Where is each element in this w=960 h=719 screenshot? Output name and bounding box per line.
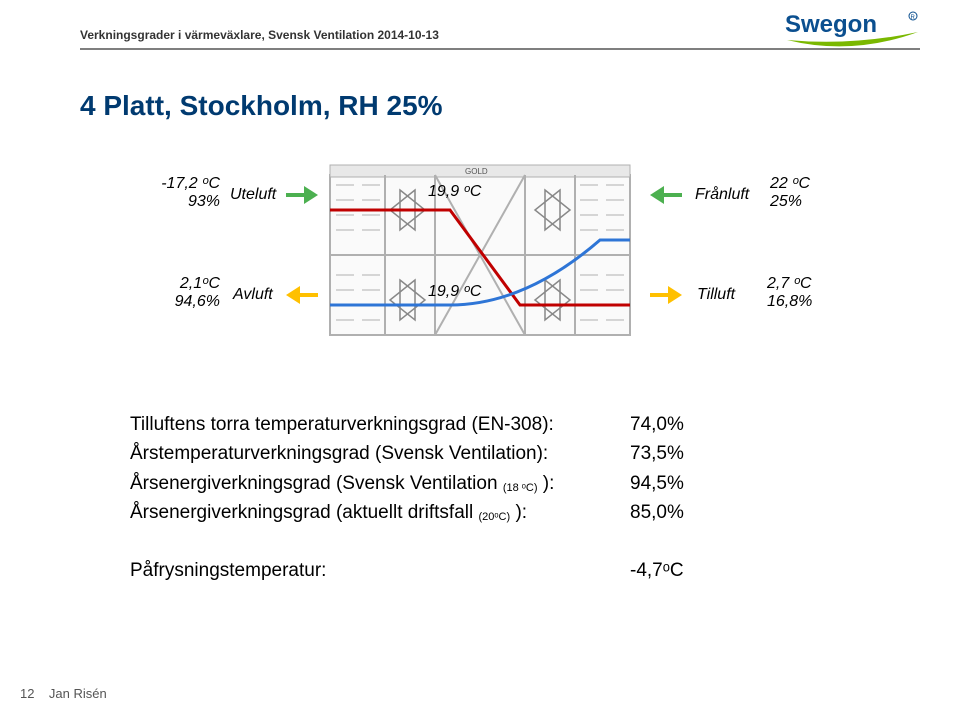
svg-text:Swegon: Swegon [785,11,877,38]
swegon-logo: Swegon R [785,10,920,50]
results-block: Tilluftens torra temperaturverkningsgrad… [130,410,720,585]
slide-title: 4 Platt, Stockholm, RH 25% [80,90,443,122]
result-row: Årstemperaturverkningsgrad (Svensk Venti… [130,439,720,468]
franluft-arrow-icon [650,186,682,204]
franluft-readout: 22 ᵒC 25% [770,175,810,211]
uteluft-label: Uteluft [230,186,276,204]
avluft-arrow-icon [286,286,318,304]
franluft-label: Frånluft [695,186,749,204]
svg-text:R: R [911,15,916,21]
avluft-label: Avluft [233,286,273,304]
author: Jan Risén [49,686,107,701]
result-row: Tilluftens torra temperaturverkningsgrad… [130,410,720,439]
result-row: Påfrysningstemperatur:-4,7ᵒC [130,556,720,585]
page-number: 12 [20,686,34,701]
mid-bot-temp: 19,9 ᵒC [428,283,481,301]
result-row: Årsenergiverkningsgrad (aktuellt driftsf… [130,498,720,527]
header-text: Verkningsgrader i värmeväxlare, Svensk V… [80,28,439,42]
uteluft-arrow-icon [286,186,318,204]
avluft-readout: 2,1ᵒC 94,6% [155,275,220,311]
tilluft-arrow-icon [650,286,682,304]
result-row: Årsenergiverkningsgrad (Svensk Ventilati… [130,469,720,498]
tilluft-readout: 2,7 ᵒC 16,8% [767,275,812,311]
footer: 12 Jan Risén [20,686,107,701]
mid-top-temp: 19,9 ᵒC [428,183,481,201]
tilluft-label: Tilluft [697,286,735,304]
unit-label: GOLD [465,167,488,176]
uteluft-readout: -17,2 ᵒC 93% [155,175,220,211]
